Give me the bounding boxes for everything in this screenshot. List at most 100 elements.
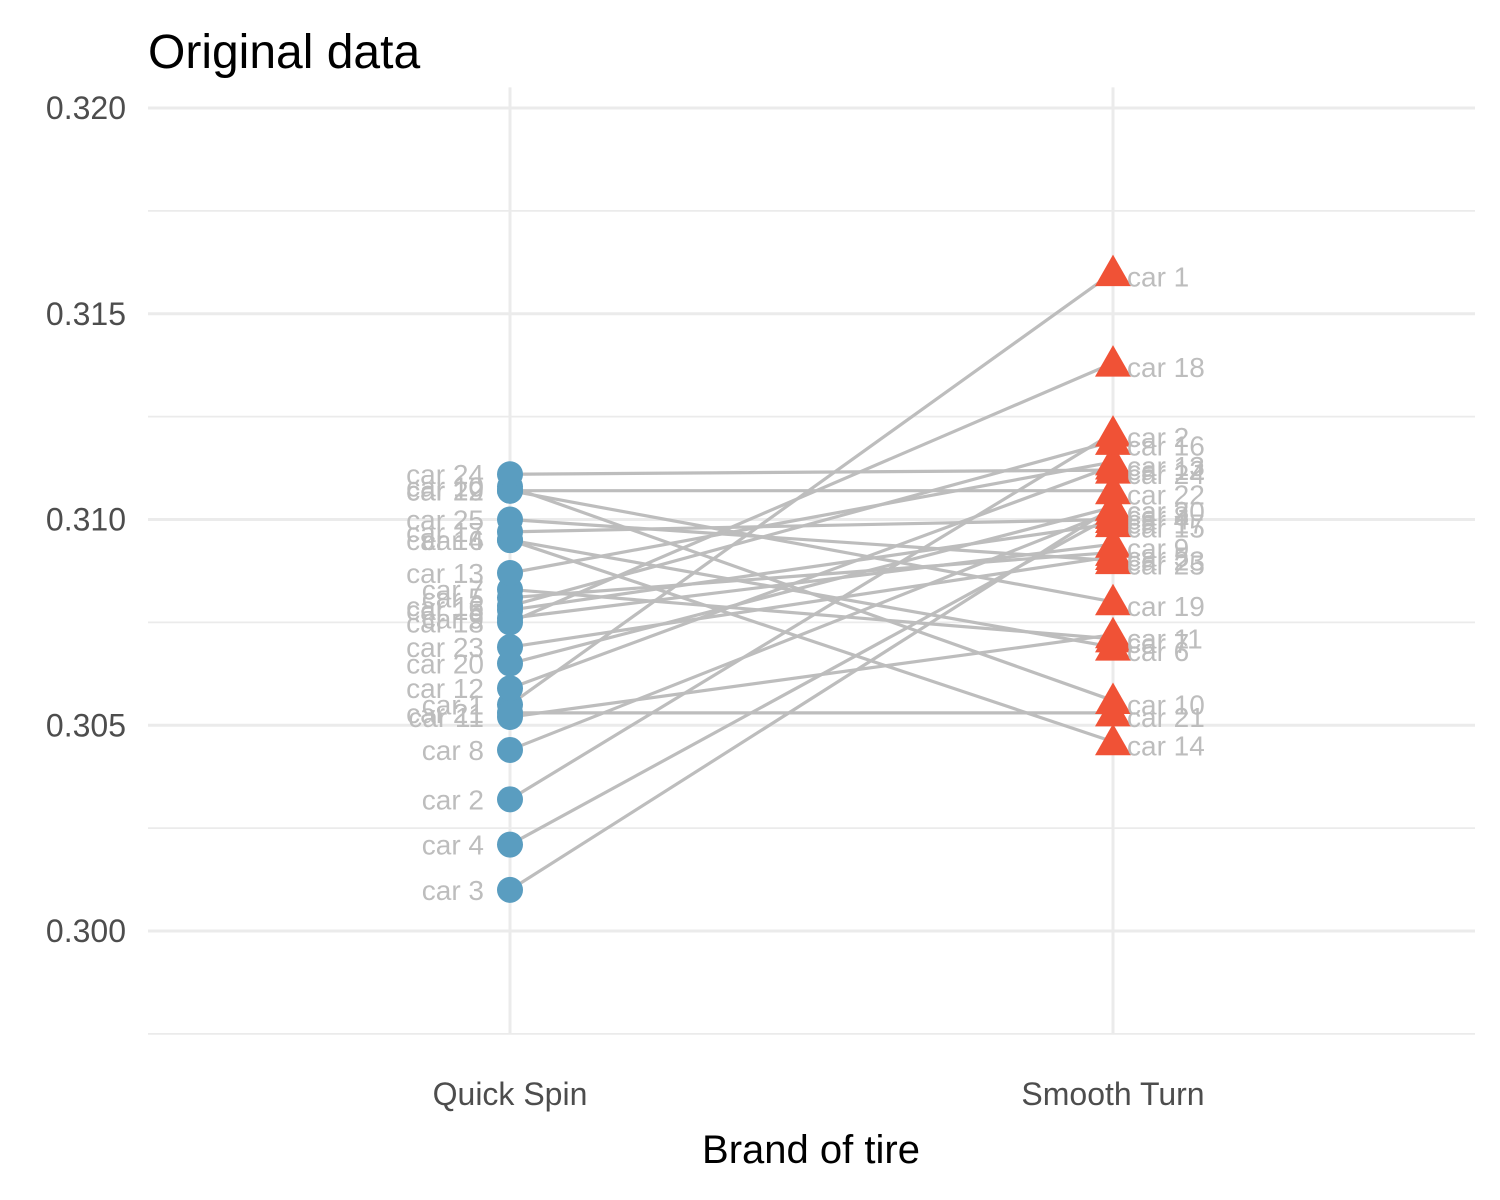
quick-spin-car-label: car 16 xyxy=(406,591,484,622)
quick-spin-point xyxy=(497,634,523,661)
smooth-turn-car-label: car 15 xyxy=(1127,513,1205,544)
quick-spin-point xyxy=(497,461,523,488)
pair-connector xyxy=(509,538,1114,744)
smooth-turn-car-label: car 19 xyxy=(1127,591,1205,622)
quick-spin-car-label: car 15 xyxy=(406,595,484,626)
quick-spin-car-label: car 24 xyxy=(406,459,484,490)
quick-spin-point xyxy=(497,506,523,533)
smooth-turn-car-label: car 1 xyxy=(1127,262,1189,293)
smooth-turn-point xyxy=(1095,694,1131,727)
quick-spin-car-label: car 10 xyxy=(406,472,484,503)
pair-connector xyxy=(509,468,1114,476)
quick-spin-car-label: car 13 xyxy=(406,558,484,589)
pair-connector xyxy=(509,633,1114,719)
x-axis-ticks: Quick Spin Smooth Turn xyxy=(433,1076,1205,1112)
pair-connector xyxy=(509,517,1114,534)
pair-connector xyxy=(509,464,1114,690)
quick-spin-car-label: car 25 xyxy=(406,505,484,536)
pair-connector xyxy=(509,550,1114,600)
smooth-turn-car-label: car 20 xyxy=(1127,496,1205,527)
pair-connector xyxy=(509,513,1114,846)
smooth-turn-car-label: car 17 xyxy=(1127,509,1205,540)
x-tick-label: Smooth Turn xyxy=(1021,1076,1204,1112)
smooth-turn-car-label: car 8 xyxy=(1127,500,1189,531)
smooth-turn-car-label: car 12 xyxy=(1127,455,1205,486)
quick-spin-car-label: car 23 xyxy=(406,632,484,663)
smooth-turn-car-label: car 5 xyxy=(1127,541,1189,572)
quick-spin-car-label: car 19 xyxy=(406,476,484,507)
smooth-turn-point xyxy=(1095,489,1131,521)
smooth-turn-point xyxy=(1095,542,1131,575)
smooth-turn-car-label: car 13 xyxy=(1127,451,1205,482)
quick-spin-car-label: car 1 xyxy=(422,690,484,721)
data-points xyxy=(497,254,1131,903)
quick-spin-car-label: car 3 xyxy=(422,875,484,906)
y-tick-label: 0.320 xyxy=(46,90,126,126)
smooth-turn-car-label: car 2 xyxy=(1127,422,1189,453)
quick-spin-car-label: car 12 xyxy=(406,673,484,704)
chart-title: Original data xyxy=(148,26,420,79)
quick-spin-car-label: car 11 xyxy=(408,702,484,733)
smooth-turn-point xyxy=(1095,452,1131,484)
x-tick-label: Quick Spin xyxy=(433,1076,588,1112)
quick-spin-car-label: car 14 xyxy=(406,525,484,556)
pair-connector xyxy=(509,517,1114,563)
pair-connector xyxy=(509,489,1114,604)
quick-spin-car-label: car 9 xyxy=(422,603,484,634)
quick-spin-point xyxy=(497,876,523,903)
quick-spin-car-label: car 17 xyxy=(406,517,484,548)
x-axis-title: Brand of tire xyxy=(702,1128,920,1172)
quick-spin-car-label: car 4 xyxy=(422,830,484,861)
smooth-turn-point xyxy=(1095,583,1131,616)
smooth-turn-point xyxy=(1095,345,1131,377)
quick-spin-car-label: car 5 xyxy=(422,583,484,614)
grid-lines xyxy=(148,87,1475,1035)
smooth-turn-car-label: car 9 xyxy=(1127,533,1189,564)
smooth-turn-car-label: car 23 xyxy=(1127,546,1205,577)
quick-spin-car-label: car 6 xyxy=(422,525,484,556)
smooth-turn-point xyxy=(1095,254,1131,287)
smooth-turn-car-label: car 10 xyxy=(1127,690,1205,721)
pair-connector xyxy=(509,505,1114,666)
smooth-turn-car-label: car 24 xyxy=(1127,459,1205,490)
quick-spin-point xyxy=(497,559,523,586)
smooth-turn-point xyxy=(1095,723,1131,756)
quick-spin-car-label: car 8 xyxy=(422,735,484,766)
smooth-turn-car-label: car 11 xyxy=(1127,624,1203,655)
quick-spin-car-label: car 20 xyxy=(406,649,484,680)
smooth-turn-point xyxy=(1095,616,1131,649)
smooth-turn-car-label: car 16 xyxy=(1127,430,1205,461)
pair-connector xyxy=(509,554,1114,649)
y-tick-label: 0.300 xyxy=(46,913,126,949)
smooth-turn-car-label: car 14 xyxy=(1127,731,1205,762)
quick-spin-point xyxy=(497,736,523,763)
pair-connector xyxy=(509,460,1114,575)
pair-connector xyxy=(509,361,1114,624)
quick-spin-point xyxy=(497,675,523,702)
quick-spin-point xyxy=(497,831,523,858)
quick-spin-point xyxy=(497,786,523,813)
quick-spin-car-label: car 21 xyxy=(406,698,484,729)
pair-connector xyxy=(509,542,1114,620)
pair-connector xyxy=(509,587,1114,641)
y-tick-label: 0.305 xyxy=(46,707,126,743)
pair-connector xyxy=(509,522,1114,612)
smooth-turn-car-label: car 7 xyxy=(1127,628,1189,659)
smooth-turn-point xyxy=(1095,472,1131,505)
y-tick-label: 0.315 xyxy=(46,296,126,332)
smooth-turn-point xyxy=(1095,423,1131,455)
y-axis-ticks: 0.300 0.305 0.310 0.315 0.320 xyxy=(46,90,126,949)
quick-spin-car-label: car 7 xyxy=(422,574,484,605)
quick-spin-point xyxy=(497,609,523,636)
smooth-turn-car-label: car 22 xyxy=(1127,480,1205,511)
smooth-turn-car-label: car 4 xyxy=(1127,504,1189,535)
smooth-turn-car-label: car 25 xyxy=(1127,550,1205,581)
smooth-turn-car-label: car 21 xyxy=(1127,702,1205,733)
pair-connector xyxy=(509,509,1114,752)
quick-spin-car-label: car 18 xyxy=(406,607,484,638)
smooth-turn-car-label: car 18 xyxy=(1127,352,1205,383)
pair-connector xyxy=(509,485,1114,703)
quick-spin-car-label: car 22 xyxy=(406,476,484,507)
quick-spin-car-label: car 2 xyxy=(422,784,484,815)
pair-connector xyxy=(509,431,1114,801)
